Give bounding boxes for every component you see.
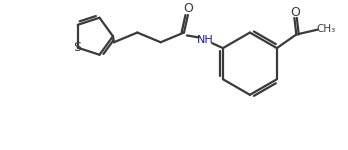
Text: NH: NH [197,35,214,45]
Text: O: O [291,6,300,19]
Text: CH₃: CH₃ [316,24,335,34]
Text: S: S [73,41,81,54]
Text: O: O [183,2,193,15]
